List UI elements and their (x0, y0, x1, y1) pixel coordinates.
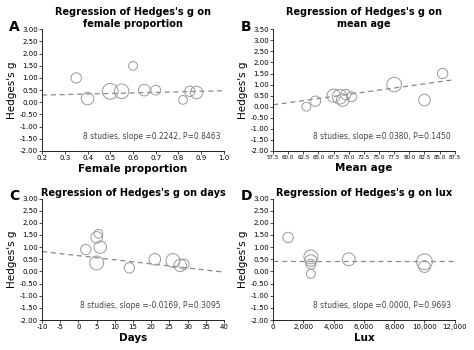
Point (152, 87, 160, 93)
Point (342, 92, 349, 97)
Point (302, 104, 310, 110)
Point (391, 82, 398, 88)
Point (180, 261, 188, 267)
Point (179, 97, 187, 103)
X-axis label: Female proportion: Female proportion (78, 164, 188, 174)
Title: Regression of Hedges's g on days: Regression of Hedges's g on days (41, 188, 225, 198)
Point (95, 231, 102, 237)
Point (73, 75, 80, 81)
Point (151, 257, 159, 262)
Point (193, 90, 201, 95)
Text: 8 studies, slope =0.2242, P=0.8463: 8 studies, slope =0.2242, P=0.8463 (83, 132, 220, 141)
Point (284, 234, 292, 240)
Title: Regression of Hedges's g on
female proportion: Regression of Hedges's g on female propo… (55, 7, 211, 29)
Point (118, 89, 126, 94)
X-axis label: Days: Days (119, 333, 147, 343)
Text: C: C (9, 189, 20, 203)
Point (339, 97, 346, 103)
Point (307, 254, 315, 260)
Point (420, 264, 428, 270)
Y-axis label: Hedges's g: Hedges's g (238, 61, 248, 119)
Text: 8 studies, slope =0.0380, P=0.1450: 8 studies, slope =0.0380, P=0.1450 (313, 132, 451, 141)
Point (107, 89, 114, 94)
Point (311, 98, 319, 104)
Point (97, 244, 104, 250)
Y-axis label: Hedges's g: Hedges's g (238, 231, 248, 288)
Text: A: A (9, 20, 20, 34)
Text: 8 studies, slope =-0.0169, P=0.3095: 8 studies, slope =-0.0169, P=0.3095 (80, 301, 220, 310)
Point (126, 265, 133, 271)
Point (141, 87, 148, 93)
Text: 8 studies, slope =0.0000, P=0.9693: 8 studies, slope =0.0000, P=0.9693 (313, 301, 451, 310)
Point (82, 247, 90, 252)
Point (307, 258, 315, 263)
Point (176, 262, 184, 268)
Point (93, 260, 100, 266)
Y-axis label: Hedges's g: Hedges's g (7, 231, 17, 288)
Point (84, 96, 91, 101)
Point (420, 259, 428, 265)
Point (129, 63, 137, 69)
Title: Regression of Hedges's g on lux: Regression of Hedges's g on lux (276, 188, 452, 198)
Point (186, 89, 193, 94)
Title: Regression of Hedges's g on
mean age: Regression of Hedges's g on mean age (286, 7, 442, 29)
Point (307, 261, 315, 267)
Point (348, 94, 356, 99)
Point (439, 71, 447, 76)
Point (420, 97, 428, 103)
Point (169, 258, 177, 263)
Text: B: B (240, 20, 251, 34)
Point (307, 271, 315, 277)
Text: D: D (240, 189, 252, 203)
X-axis label: Mean age: Mean age (335, 163, 392, 173)
Point (336, 94, 344, 99)
Point (330, 93, 337, 98)
Point (345, 257, 353, 262)
X-axis label: Lux: Lux (354, 333, 374, 343)
Point (93, 234, 100, 240)
Y-axis label: Hedges's g: Hedges's g (7, 61, 17, 119)
